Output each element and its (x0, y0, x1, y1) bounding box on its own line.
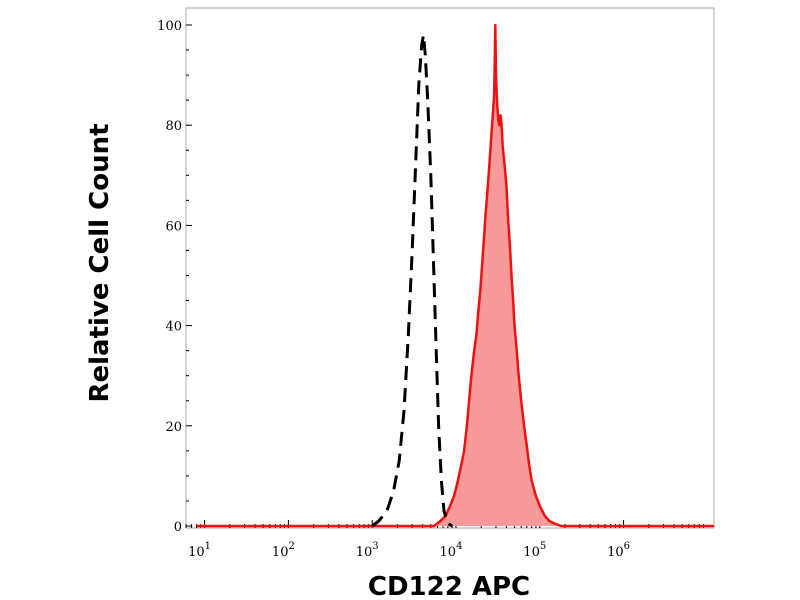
x-tick-label: 106 (607, 541, 630, 560)
x-tick-label: 103 (356, 541, 379, 560)
y-tick-label: 80 (165, 119, 182, 134)
y-axis-title: Relative Cell Count (85, 123, 115, 402)
x-axis: 101 102 103 104 105 106 (185, 520, 705, 560)
plot-frame (185, 7, 715, 529)
control-histogram-line (371, 33, 453, 528)
y-tick-label: 40 (165, 320, 182, 335)
plot-series (196, 23, 714, 528)
x-axis-title: CD122 APC (368, 572, 530, 600)
x-tick-label: 104 (440, 541, 463, 560)
y-axis: 0 20 40 60 80 100 (157, 19, 192, 535)
y-tick-label: 20 (165, 420, 182, 435)
x-tick-label: 101 (188, 541, 211, 560)
y-tick-label: 100 (157, 19, 182, 34)
y-tick-label: 0 (174, 520, 182, 535)
x-tick-label: 105 (523, 541, 546, 560)
sample-histogram-outline (196, 23, 714, 528)
y-tick-label: 60 (165, 219, 182, 234)
sample-histogram-fill (196, 25, 714, 526)
x-tick-label: 102 (272, 541, 295, 560)
